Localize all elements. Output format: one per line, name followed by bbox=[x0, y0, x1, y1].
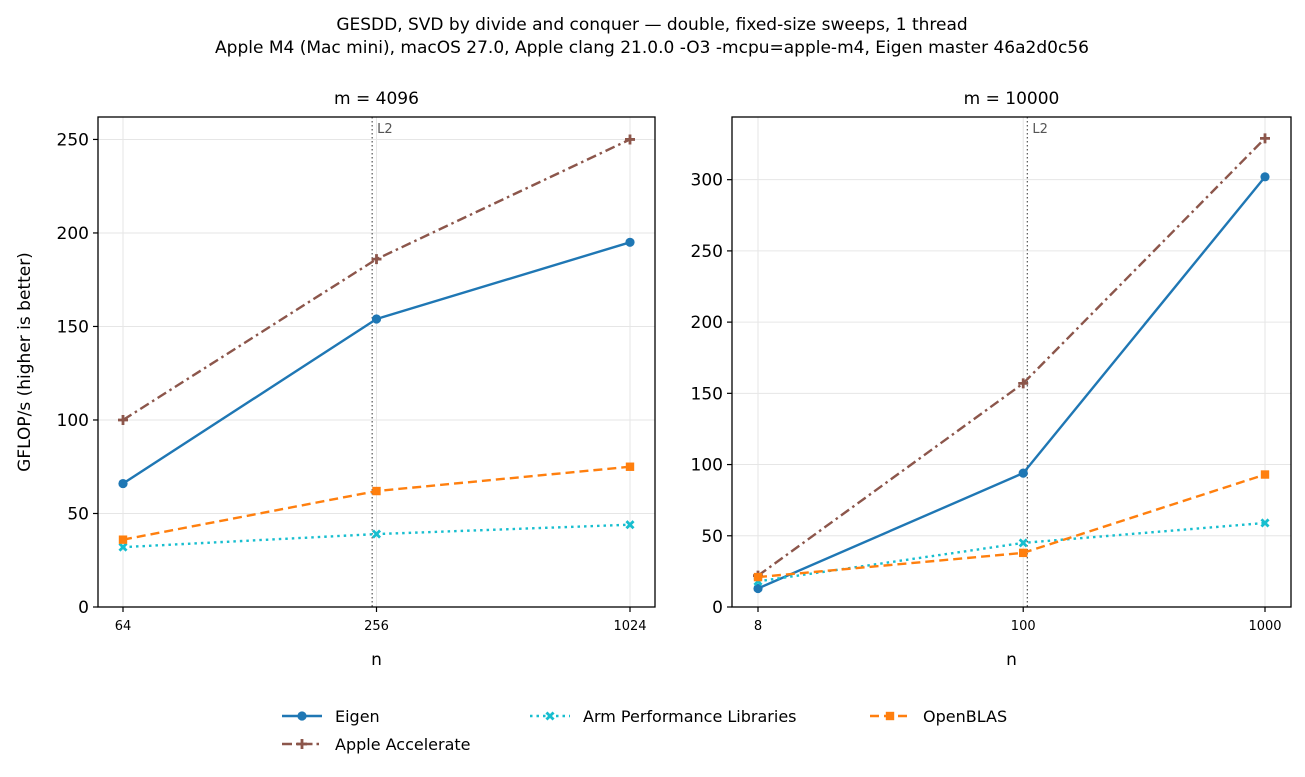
y-tick-label: 100 bbox=[691, 456, 723, 476]
data-point-arm-performance-libraries-shape bbox=[118, 542, 128, 552]
figure-title-line2: Apple M4 (Mac mini), macOS 27.0, Apple c… bbox=[215, 38, 1089, 58]
legend-swatch-marker bbox=[545, 711, 555, 721]
data-point-arm-performance-libraries-shape bbox=[625, 520, 635, 530]
y-tick-label: 0 bbox=[712, 598, 723, 618]
data-point-arm-performance-libraries-shape bbox=[371, 529, 382, 539]
legend-item-openblas: OpenBLAS bbox=[870, 707, 1007, 726]
data-point-openblas bbox=[1019, 548, 1028, 558]
y-tick-label: 150 bbox=[57, 317, 89, 337]
data-point-eigen bbox=[753, 583, 763, 594]
series-line-apple-accelerate bbox=[122, 138, 631, 421]
data-point-arm-performance-libraries bbox=[118, 542, 128, 552]
y-tick-label: 250 bbox=[57, 130, 89, 150]
legend-swatch-marker bbox=[297, 739, 307, 749]
y-tick-label: 50 bbox=[67, 504, 89, 524]
figure-title-line1: GESDD, SVD by divide and conquer — doubl… bbox=[336, 15, 967, 35]
y-tick-label: 100 bbox=[57, 411, 89, 431]
data-point-openblas bbox=[1260, 470, 1270, 479]
y-tick-label: 200 bbox=[57, 224, 89, 244]
data-point-apple-accelerate bbox=[625, 134, 635, 145]
data-point-eigen bbox=[1260, 172, 1270, 182]
series-line-eigen bbox=[757, 176, 1266, 590]
panel-title: m = 4096 bbox=[334, 89, 419, 109]
y-tick-label: 250 bbox=[691, 242, 723, 262]
x-tick-label: 1000 bbox=[1248, 619, 1281, 634]
legend-swatch-marker-shape bbox=[545, 711, 555, 721]
data-point-apple-accelerate bbox=[118, 414, 128, 425]
x-tick-label: 100 bbox=[1011, 619, 1036, 634]
data-point-eigen bbox=[118, 478, 128, 489]
data-point-arm-performance-libraries bbox=[371, 529, 382, 539]
legend-label: Arm Performance Libraries bbox=[583, 707, 797, 726]
data-point-openblas bbox=[753, 572, 763, 582]
series-line-apple-accelerate bbox=[757, 137, 1266, 577]
data-point-eigen bbox=[625, 237, 635, 247]
y-tick-label: 200 bbox=[691, 313, 723, 333]
x-tick-label: 256 bbox=[364, 619, 389, 634]
series-line-openblas bbox=[757, 473, 1266, 579]
data-point-arm-performance-libraries-shape bbox=[1018, 538, 1028, 548]
legend-label: Eigen bbox=[335, 707, 380, 726]
y-tick-label: 300 bbox=[691, 171, 723, 191]
legend-swatch-marker bbox=[297, 711, 307, 721]
panel-title: m = 10000 bbox=[964, 89, 1060, 109]
legend-item-eigen: Eigen bbox=[282, 707, 380, 726]
y-tick-label: 0 bbox=[78, 598, 89, 618]
data-point-openblas bbox=[372, 486, 381, 496]
legend-item-arm-performance-libraries: Arm Performance Libraries bbox=[530, 707, 797, 726]
plot-frame bbox=[731, 116, 1292, 608]
l2-cache-label: L2 bbox=[377, 122, 393, 137]
x-tick-label: 8 bbox=[754, 619, 762, 634]
panel-m-10000: L2 0 50 100 150 200 250 300 8 100 1000 m = 10000 n bbox=[691, 89, 1292, 670]
data-point-apple-accelerate bbox=[1260, 133, 1270, 144]
y-axis-label: GFLOP/s (higher is better) bbox=[15, 252, 35, 472]
data-point-openblas bbox=[118, 535, 128, 544]
panel-m-4096: L2 0 50 100 150 200 250 64 256 1024 m = 4096 n bbox=[57, 89, 656, 670]
data-point-arm-performance-libraries bbox=[625, 520, 635, 530]
data-point-arm-performance-libraries-shape bbox=[1260, 518, 1270, 528]
legend-label: Apple Accelerate bbox=[335, 735, 471, 754]
x-tick-label: 1024 bbox=[613, 619, 646, 634]
series-line-arm-performance-libraries bbox=[757, 521, 1266, 583]
data-point-eigen bbox=[371, 314, 382, 324]
data-point-apple-accelerate bbox=[371, 254, 382, 265]
x-tick-label: 64 bbox=[115, 619, 132, 634]
data-point-arm-performance-libraries bbox=[1018, 538, 1028, 548]
legend: Eigen Apple Accelerate Arm Performance Lib… bbox=[282, 707, 1007, 754]
data-point-arm-performance-libraries bbox=[1260, 518, 1270, 528]
legend-swatch-marker bbox=[885, 711, 895, 721]
legend-label: OpenBLAS bbox=[923, 707, 1007, 726]
data-point-openblas bbox=[625, 462, 635, 471]
data-point-apple-accelerate bbox=[1018, 378, 1029, 389]
y-tick-label: 150 bbox=[691, 384, 723, 404]
y-tick-label: 50 bbox=[701, 527, 723, 547]
x-axis-label: n bbox=[371, 650, 382, 670]
x-axis-label: n bbox=[1006, 650, 1017, 670]
data-point-eigen bbox=[1018, 468, 1028, 478]
l2-cache-label: L2 bbox=[1032, 122, 1048, 137]
legend-item-apple-accelerate: Apple Accelerate bbox=[282, 735, 471, 754]
